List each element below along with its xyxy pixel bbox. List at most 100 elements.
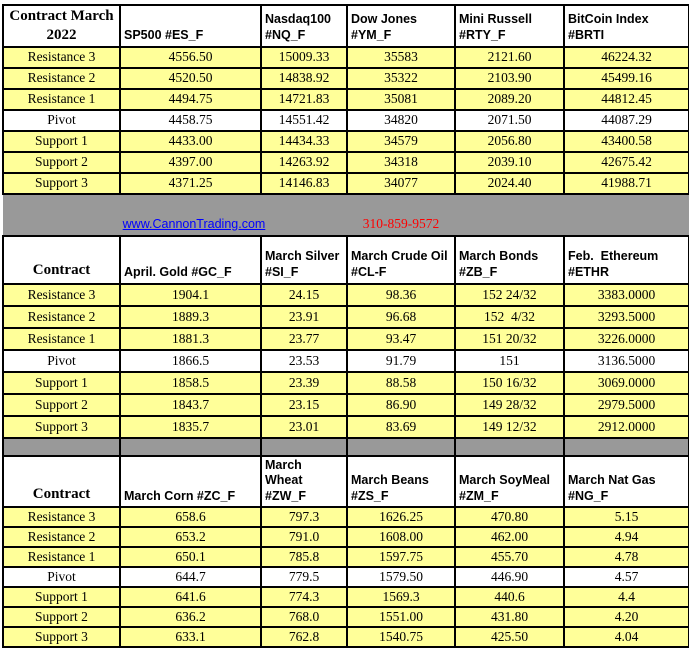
row-label: Support 1 bbox=[2, 129, 121, 153]
value-cell: 4.4 bbox=[563, 586, 689, 609]
separator-cell bbox=[563, 436, 689, 457]
value-cell: 93.47 bbox=[346, 326, 456, 351]
value-cell: 4.94 bbox=[563, 526, 689, 549]
value-cell: 1835.7 bbox=[119, 414, 262, 439]
row-label: Support 3 bbox=[2, 414, 121, 439]
column-header: March Corn #ZC_F bbox=[119, 454, 262, 509]
column-header: March Nat Gas #NG_F bbox=[563, 454, 689, 509]
value-cell: 3136.5000 bbox=[563, 348, 689, 373]
cannon-trading-link[interactable]: www.CannonTrading.com bbox=[122, 216, 266, 231]
value-cell: 791.0 bbox=[260, 526, 348, 549]
value-cell: 650.1 bbox=[119, 546, 262, 569]
value-cell: 644.7 bbox=[119, 566, 262, 589]
column-header: Nasdaq100 #NQ_F bbox=[260, 4, 348, 48]
value-cell: 462.00 bbox=[454, 526, 565, 549]
row-label: Resistance 2 bbox=[2, 304, 121, 329]
value-cell: 14721.83 bbox=[260, 87, 348, 111]
table-corner-label: Contract March 2022 bbox=[2, 4, 121, 48]
row-label: Resistance 1 bbox=[2, 546, 121, 569]
value-cell: 1597.75 bbox=[346, 546, 456, 569]
column-header: BitCoin Index #BRTI bbox=[563, 4, 689, 48]
value-cell: 23.39 bbox=[260, 370, 348, 395]
value-cell: 2039.10 bbox=[454, 150, 565, 174]
value-cell: 98.36 bbox=[346, 282, 456, 307]
value-cell: 4397.00 bbox=[119, 150, 262, 174]
value-cell: 96.68 bbox=[346, 304, 456, 329]
value-cell: 14551.42 bbox=[260, 108, 348, 132]
row-label: Resistance 2 bbox=[2, 66, 121, 90]
value-cell: 150 16/32 bbox=[454, 370, 565, 395]
value-cell: 779.5 bbox=[260, 566, 348, 589]
row-label: Support 3 bbox=[2, 171, 121, 195]
row-label: Support 1 bbox=[2, 370, 121, 395]
value-cell: 14146.83 bbox=[260, 171, 348, 195]
value-cell: 1881.3 bbox=[119, 326, 262, 351]
value-cell: 34077 bbox=[346, 171, 456, 195]
value-cell: 431.80 bbox=[454, 606, 565, 629]
value-cell: 91.79 bbox=[346, 348, 456, 373]
row-label: Pivot bbox=[2, 108, 121, 132]
row-label: Resistance 3 bbox=[2, 282, 121, 307]
column-header: March SoyMeal #ZM_F bbox=[454, 454, 565, 509]
value-cell: 3069.0000 bbox=[563, 370, 689, 395]
separator-cell bbox=[346, 436, 456, 457]
value-cell: 785.8 bbox=[260, 546, 348, 569]
row-label: Support 3 bbox=[2, 626, 121, 648]
value-cell: 152 4/32 bbox=[454, 304, 565, 329]
value-cell: 3226.0000 bbox=[563, 326, 689, 351]
value-cell: 455.70 bbox=[454, 546, 565, 569]
value-cell: 4.78 bbox=[563, 546, 689, 569]
value-cell: 2024.40 bbox=[454, 171, 565, 195]
value-cell: 4371.25 bbox=[119, 171, 262, 195]
value-cell: 14838.92 bbox=[260, 66, 348, 90]
banner-empty-cell bbox=[455, 192, 564, 237]
value-cell: 35081 bbox=[346, 87, 456, 111]
value-cell: 14434.33 bbox=[260, 129, 348, 153]
value-cell: 149 12/32 bbox=[454, 414, 565, 439]
value-cell: 4.57 bbox=[563, 566, 689, 589]
value-cell: 1858.5 bbox=[119, 370, 262, 395]
value-cell: 88.58 bbox=[346, 370, 456, 395]
value-cell: 653.2 bbox=[119, 526, 262, 549]
value-cell: 34579 bbox=[346, 129, 456, 153]
row-label: Pivot bbox=[2, 566, 121, 589]
value-cell: 151 20/32 bbox=[454, 326, 565, 351]
column-header: March Wheat #ZW_F bbox=[260, 454, 348, 509]
value-cell: 23.77 bbox=[260, 326, 348, 351]
value-cell: 23.15 bbox=[260, 392, 348, 417]
row-label: Resistance 2 bbox=[2, 526, 121, 549]
row-label: Resistance 1 bbox=[2, 87, 121, 111]
value-cell: 4433.00 bbox=[119, 129, 262, 153]
value-cell: 425.50 bbox=[454, 626, 565, 648]
value-cell: 2912.0000 bbox=[563, 414, 689, 439]
banner-dark-cell bbox=[564, 192, 689, 237]
value-cell: 5.15 bbox=[563, 506, 689, 529]
value-cell: 1569.3 bbox=[346, 586, 456, 609]
row-label: Support 2 bbox=[2, 606, 121, 629]
value-cell: 641.6 bbox=[119, 586, 262, 609]
value-cell: 83.69 bbox=[346, 414, 456, 439]
value-cell: 34820 bbox=[346, 108, 456, 132]
value-cell: 86.90 bbox=[346, 392, 456, 417]
value-cell: 34318 bbox=[346, 150, 456, 174]
table-corner-label: Contract bbox=[2, 454, 121, 509]
pivot-levels-grid: Contract March 2022 SP500 #ES_F Nasdaq100 … bbox=[2, 4, 689, 648]
column-header: March Beans #ZS_F bbox=[346, 454, 456, 509]
value-cell: 1608.00 bbox=[346, 526, 456, 549]
value-cell: 1866.5 bbox=[119, 348, 262, 373]
value-cell: 4556.50 bbox=[119, 45, 262, 69]
value-cell: 35322 bbox=[346, 66, 456, 90]
value-cell: 1540.75 bbox=[346, 626, 456, 648]
value-cell: 23.91 bbox=[260, 304, 348, 329]
row-label: Resistance 3 bbox=[2, 506, 121, 529]
value-cell: 636.2 bbox=[119, 606, 262, 629]
value-cell: 2056.80 bbox=[454, 129, 565, 153]
value-cell: 2071.50 bbox=[454, 108, 565, 132]
value-cell: 446.90 bbox=[454, 566, 565, 589]
value-cell: 149 28/32 bbox=[454, 392, 565, 417]
value-cell: 15009.33 bbox=[260, 45, 348, 69]
column-header: April. Gold #GC_F bbox=[119, 234, 262, 285]
value-cell: 44087.29 bbox=[563, 108, 689, 132]
value-cell: 470.80 bbox=[454, 506, 565, 529]
row-label: Support 2 bbox=[2, 150, 121, 174]
